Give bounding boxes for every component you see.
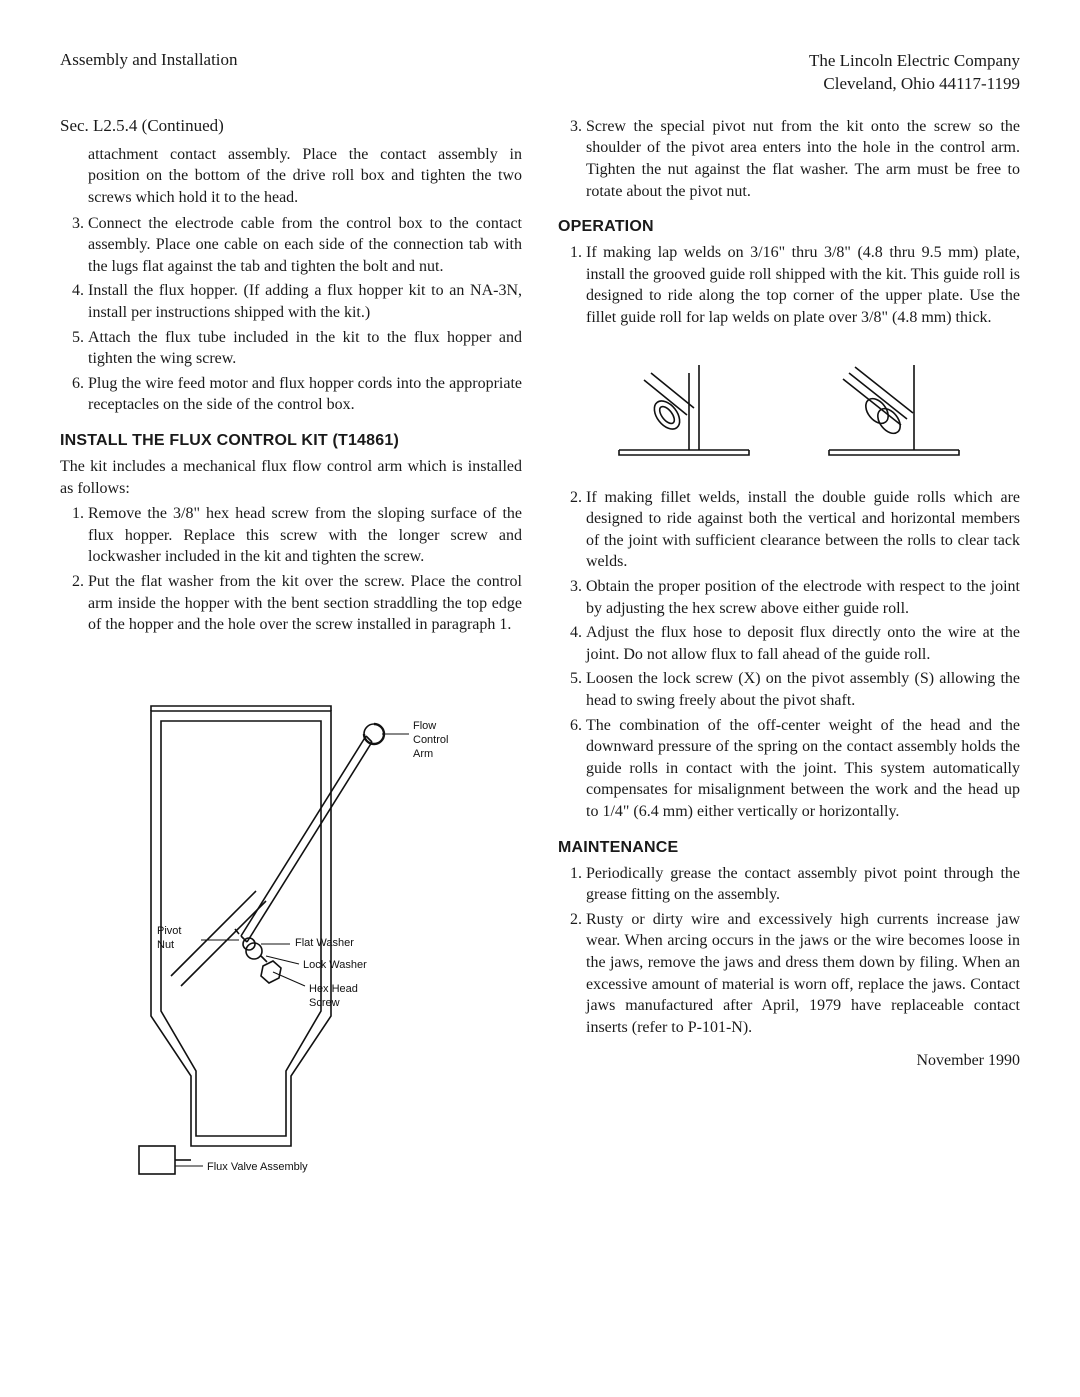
page-header: Assembly and Installation The Lincoln El… [60, 50, 1020, 96]
operation-steps-rest: If making fillet welds, install the doub… [558, 487, 1020, 823]
list-item: If making fillet welds, install the doub… [586, 487, 1020, 573]
continuation-paragraph: attachment contact assembly. Place the c… [60, 144, 522, 209]
document-date: November 1990 [558, 1052, 1020, 1070]
label-arm: Arm [413, 748, 433, 760]
flux-hopper-figure: Flow Control Arm Pivot Nut Flat Washer L… [60, 676, 522, 1206]
label-hex-head: Hex Head [309, 983, 358, 995]
header-right: The Lincoln Electric Company Cleveland, … [809, 50, 1020, 96]
company-address: Cleveland, Ohio 44117-1199 [809, 73, 1020, 96]
list-item: Put the flat washer from the kit over th… [88, 571, 522, 636]
content-columns: Sec. L2.5.4 (Continued) attachment conta… [60, 116, 1020, 1206]
list-item: Rusty or dirty wire and excessively high… [586, 909, 1020, 1039]
list-item: Obtain the proper position of the electr… [586, 576, 1020, 619]
list-item: Attach the flux tube included in the kit… [88, 327, 522, 370]
install-step3-list: Screw the special pivot nut from the kit… [558, 116, 1020, 202]
left-column: Sec. L2.5.4 (Continued) attachment conta… [60, 116, 522, 1206]
install-steps-list: Remove the 3/8" hex head screw from the … [60, 503, 522, 636]
label-flat-washer: Flat Washer [295, 937, 354, 949]
list-item: Screw the special pivot nut from the kit… [586, 116, 1020, 202]
section-reference: Sec. L2.5.4 (Continued) [60, 116, 522, 136]
list-item: Remove the 3/8" hex head screw from the … [88, 503, 522, 568]
install-intro: The kit includes a mechanical flux flow … [60, 456, 522, 499]
label-nut: Nut [157, 939, 174, 951]
maintenance-heading: MAINTENANCE [558, 839, 1020, 857]
list-item: Periodically grease the contact assembly… [586, 863, 1020, 906]
weld-figures [558, 355, 1020, 465]
right-column: Screw the special pivot nut from the kit… [558, 116, 1020, 1206]
label-control: Control [413, 734, 448, 746]
label-pivot: Pivot [157, 925, 181, 937]
list-item: Adjust the flux hose to deposit flux dir… [586, 622, 1020, 665]
weld-figure-lap [609, 355, 759, 465]
list-item: Connect the electrode cable from the con… [88, 213, 522, 278]
label-flow: Flow [413, 720, 436, 732]
company-name: The Lincoln Electric Company [809, 50, 1020, 73]
list-item: Loosen the lock screw (X) on the pivot a… [586, 668, 1020, 711]
label-flux-valve: Flux Valve Assembly [207, 1161, 308, 1173]
weld-figure-fillet [819, 355, 969, 465]
list-item: The combination of the off-center weight… [586, 715, 1020, 823]
maintenance-steps: Periodically grease the contact assembly… [558, 863, 1020, 1039]
operation-step1: If making lap welds on 3/16" thru 3/8" (… [558, 242, 1020, 328]
operation-heading: OPERATION [558, 218, 1020, 236]
flux-hopper-svg: Flow Control Arm Pivot Nut Flat Washer L… [91, 676, 491, 1206]
list-item: If making lap welds on 3/16" thru 3/8" (… [586, 242, 1020, 328]
list-item: Plug the wire feed motor and flux hopper… [88, 373, 522, 416]
header-left: Assembly and Installation [60, 50, 238, 70]
label-screw: Screw [309, 997, 340, 1009]
list-item: Install the flux hopper. (If adding a fl… [88, 280, 522, 323]
label-lock-washer: Lock Washer [303, 959, 367, 971]
assembly-steps: Connect the electrode cable from the con… [60, 213, 522, 416]
install-heading: INSTALL THE FLUX CONTROL KIT (T14861) [60, 432, 522, 450]
